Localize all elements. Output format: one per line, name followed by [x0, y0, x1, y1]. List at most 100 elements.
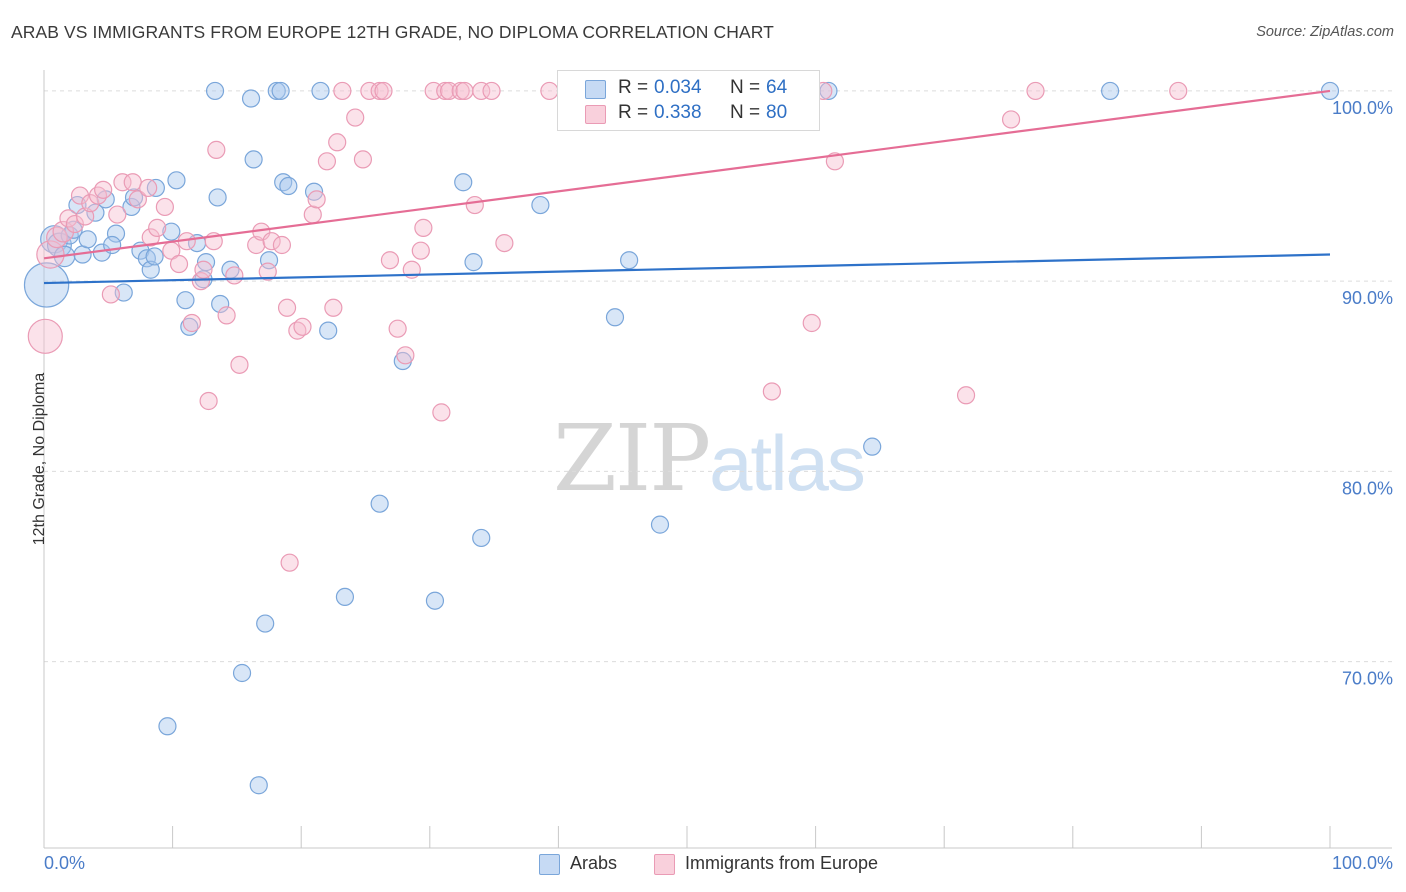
europe-point	[65, 214, 84, 234]
arab-point	[208, 188, 227, 207]
y-tick-label: 90.0%	[1342, 288, 1393, 308]
europe-point	[148, 218, 167, 237]
arab-point	[464, 253, 483, 272]
trend-line-arabs	[43, 253, 1331, 285]
y-tick-label: 80.0%	[1342, 478, 1393, 498]
europe-point	[247, 235, 266, 255]
y-tick-label: 70.0%	[1342, 669, 1393, 689]
series-legend: Arabs Immigrants from Europe	[0, 852, 1406, 878]
europe-point	[370, 81, 389, 101]
series-europe	[27, 81, 1188, 572]
legend-n-label: N =	[730, 102, 761, 123]
europe-point	[277, 298, 297, 317]
source-label: Source: ZipAtlas.com	[1256, 24, 1394, 40]
europe-point	[353, 150, 373, 169]
arab-point	[167, 171, 186, 190]
europe-point	[70, 186, 90, 205]
europe-point	[825, 152, 844, 171]
legend-r-label: R =	[618, 102, 649, 123]
europe-point	[293, 317, 312, 336]
europe-point	[139, 178, 158, 198]
legend-r-value: 0.338	[654, 102, 702, 123]
arab-point	[256, 614, 275, 633]
europe-point	[380, 251, 400, 270]
europe-point	[280, 553, 299, 572]
arab-point	[23, 262, 70, 308]
europe-point	[414, 218, 433, 237]
europe-point	[155, 197, 174, 217]
europe-point	[207, 140, 226, 159]
arab-point	[531, 195, 550, 215]
europe-point	[482, 81, 501, 101]
trend-lines	[43, 89, 1331, 285]
europe-point	[194, 260, 213, 279]
europe-point	[540, 81, 559, 101]
europe-point	[1026, 81, 1045, 101]
legend-swatch-arabs	[585, 80, 606, 99]
legend-label-arabs: Arabs	[570, 853, 618, 873]
europe-point	[191, 272, 210, 291]
arab-point	[370, 494, 389, 513]
arab-point	[244, 150, 263, 169]
europe-point	[1169, 81, 1188, 101]
europe-point	[328, 133, 347, 152]
europe-point	[182, 313, 201, 333]
europe-point	[1001, 110, 1021, 129]
europe-point	[956, 386, 976, 405]
correlation-legend: R = 0.034 N = 64 R = 0.338 N = 80	[557, 70, 820, 131]
europe-point	[303, 205, 322, 224]
europe-point	[123, 173, 142, 192]
legend-row-europe: R = 0.338 N = 80	[558, 101, 819, 127]
legend-r-value: 0.034	[654, 77, 702, 98]
europe-point	[374, 81, 393, 101]
europe-point	[258, 262, 277, 281]
arab-point	[335, 587, 355, 607]
tick-labels: 100.0% 90.0% 80.0% 70.0% 0.0% 100.0%	[44, 98, 1393, 873]
arab-point	[472, 528, 491, 548]
arab-point	[267, 81, 286, 101]
europe-point	[802, 313, 821, 333]
europe-point	[141, 228, 160, 247]
trend-line-europe	[43, 89, 1331, 260]
europe-point	[94, 180, 113, 199]
arab-point	[158, 717, 177, 736]
legend-row-arabs: R = 0.034 N = 64	[558, 76, 819, 102]
arab-point	[319, 321, 338, 340]
legend-n-value: 64	[766, 77, 788, 98]
europe-point	[436, 81, 455, 101]
arab-point	[279, 176, 298, 196]
europe-point	[113, 173, 132, 192]
x-tick-label-min: 0.0%	[44, 853, 85, 873]
europe-point	[217, 306, 236, 325]
gridlines	[44, 90, 1392, 663]
europe-point	[495, 234, 514, 253]
arab-point	[146, 178, 165, 198]
europe-point	[88, 186, 108, 205]
arab-point	[78, 230, 97, 249]
europe-point	[465, 195, 484, 215]
arab-point	[650, 515, 670, 534]
arab-point	[1100, 81, 1120, 101]
europe-point	[346, 108, 365, 127]
europe-point	[101, 285, 120, 304]
europe-point	[411, 241, 430, 260]
europe-point	[169, 254, 189, 274]
europe-point	[324, 298, 343, 317]
arab-point	[863, 437, 882, 456]
europe-point	[225, 266, 244, 285]
arab-point	[176, 291, 195, 310]
arab-point	[145, 247, 164, 266]
europe-point	[396, 346, 415, 365]
europe-point	[451, 81, 470, 101]
europe-point	[388, 319, 407, 338]
series-arabs	[23, 81, 1340, 795]
legend-swatch-europe	[654, 854, 675, 875]
europe-point	[317, 152, 337, 171]
arab-point	[425, 591, 445, 610]
arab-point	[605, 308, 625, 327]
europe-point	[199, 391, 218, 411]
europe-point	[432, 403, 451, 422]
arab-point	[311, 81, 330, 101]
europe-point	[272, 235, 292, 255]
